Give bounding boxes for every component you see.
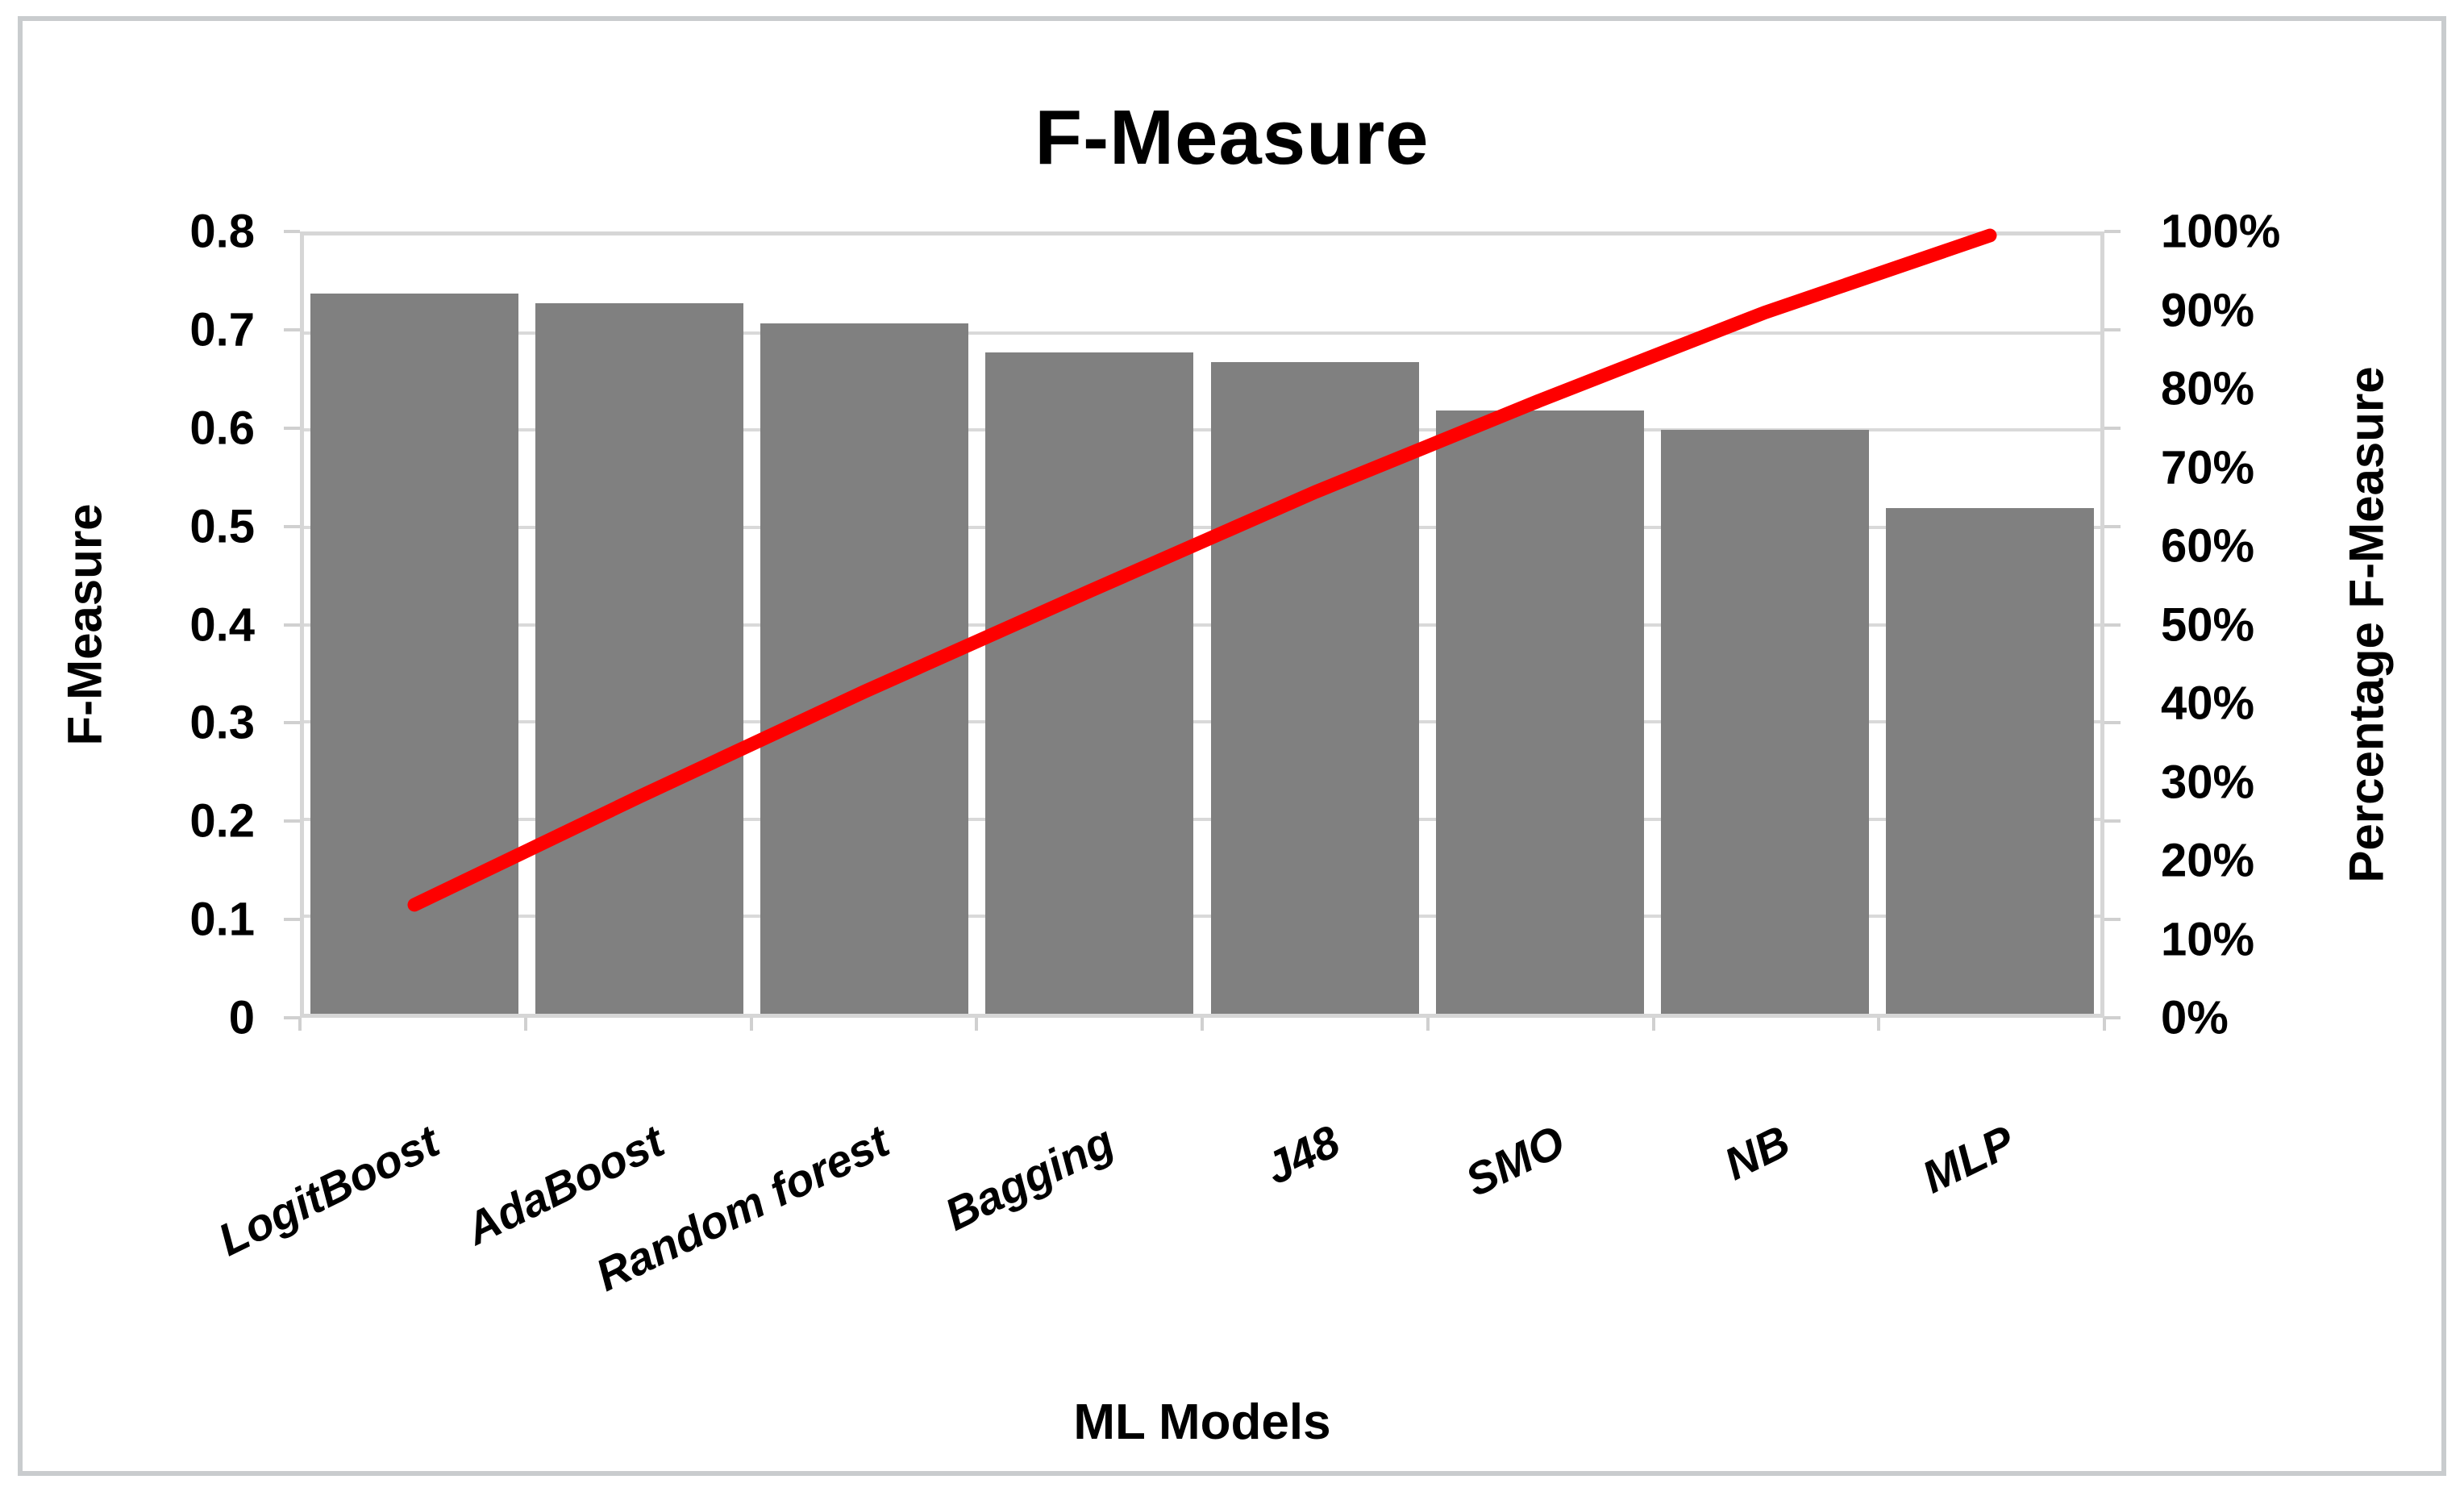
bottom-tick-mark: [1426, 1018, 1430, 1031]
left-tick-mark: [284, 230, 300, 233]
left-tick-label: 0.3: [189, 696, 255, 749]
cumulative-line-layer: [407, 228, 1997, 912]
left-axis-tick-labels: 0.8 0.7 0.6 0.5 0.4 0.3 0.2 0.1 0: [0, 206, 277, 1044]
chart-title: F-Measure: [1034, 94, 1430, 181]
bar-random-forest: [760, 323, 969, 1014]
bottom-tick-mark: [975, 1018, 979, 1031]
left-tick-mark: [284, 819, 300, 823]
bottom-tick-mark: [298, 1018, 302, 1031]
gridline: [304, 915, 2100, 919]
bar-smo: [1435, 411, 1644, 1014]
bottom-tick-mark: [2103, 1018, 2106, 1031]
right-tick-label: 40%: [2161, 677, 2255, 730]
bottom-tick-mark: [1877, 1018, 1881, 1031]
left-tick-label: 0.4: [189, 598, 255, 651]
left-tick-label: 0.1: [189, 893, 255, 946]
left-tick-mark: [284, 721, 300, 725]
right-tick-label: 80%: [2161, 362, 2255, 415]
right-tick-mark: [2104, 721, 2121, 725]
left-tick-label: 0.2: [189, 794, 255, 848]
bottom-tick-mark: [1651, 1018, 1655, 1031]
left-tick-label: 0: [228, 991, 255, 1044]
right-tick-mark: [2104, 327, 2121, 331]
right-tick-mark: [2104, 230, 2121, 233]
right-tick-mark: [2104, 623, 2121, 627]
right-tick-mark: [2104, 819, 2121, 823]
x-axis-title: ML Models: [1073, 1394, 1331, 1450]
cumulative-percentage-line: [407, 228, 1997, 912]
bar-mlp: [1885, 507, 2094, 1014]
left-tick-mark: [284, 1016, 300, 1019]
right-tick-label: 50%: [2161, 598, 2255, 651]
right-tick-label: 70%: [2161, 441, 2255, 494]
right-tick-mark: [2104, 1016, 2121, 1019]
left-tick-mark: [284, 623, 300, 627]
right-tick-label: 30%: [2161, 756, 2255, 808]
gridline: [304, 817, 2100, 821]
bottom-tick-mark: [749, 1018, 753, 1031]
left-tick-mark: [284, 327, 300, 331]
right-tick-mark: [2104, 426, 2121, 430]
gridline: [304, 525, 2100, 529]
left-tick-label: 0.7: [189, 303, 255, 356]
right-tick-label: 20%: [2161, 834, 2255, 887]
right-tick-label: 60%: [2161, 519, 2255, 573]
right-tick-mark: [2104, 524, 2121, 528]
right-tick-label: 90%: [2161, 284, 2255, 336]
bar-adaboost: [535, 303, 744, 1014]
right-tick-label: 0%: [2161, 991, 2229, 1044]
plot-area: [300, 228, 2104, 1018]
right-axis-tick-labels: 100% 90% 80% 70% 60% 50% 40% 30% 20% 10% 0%: [2161, 206, 2451, 1044]
right-tick-label: 100%: [2161, 205, 2281, 258]
gridline: [304, 623, 2100, 627]
right-tick-label: 10%: [2161, 913, 2255, 965]
left-tick-mark: [284, 426, 300, 430]
left-tick-mark: [284, 918, 300, 922]
bar-nb: [1660, 430, 1869, 1014]
left-tick-label: 0.8: [189, 205, 255, 258]
left-tick-label: 0.6: [189, 402, 255, 455]
bar-bagging: [985, 352, 1194, 1014]
bar-logitboost: [310, 294, 518, 1014]
bottom-tick-mark: [1201, 1018, 1204, 1031]
gridline: [304, 331, 2100, 335]
bottom-tick-mark: [523, 1018, 527, 1031]
bar-series: [304, 235, 2100, 1014]
gridline: [304, 428, 2100, 432]
right-tick-mark: [2104, 918, 2121, 922]
gridline: [304, 720, 2100, 724]
left-tick-mark: [284, 524, 300, 528]
left-tick-label: 0.5: [189, 500, 255, 553]
